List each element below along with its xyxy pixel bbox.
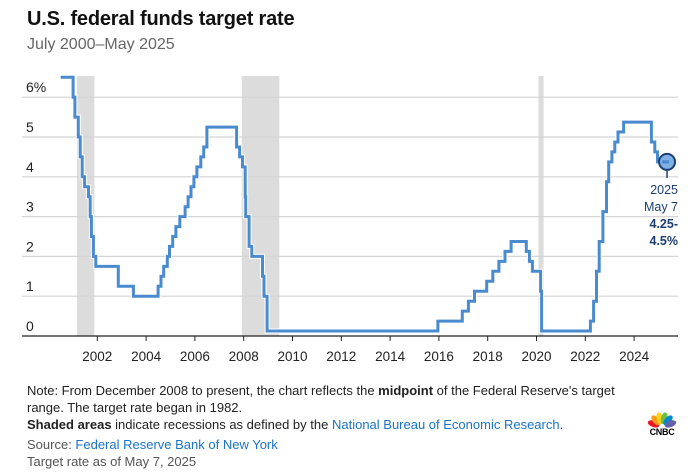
x-tick-label: 2004 [131, 349, 162, 364]
x-tick-label: 2020 [521, 349, 551, 364]
x-tick-label: 2022 [570, 349, 600, 364]
y-tick-label: 4 [26, 159, 34, 175]
source-label: Source: [27, 437, 76, 452]
y-tick-label: 6% [26, 79, 46, 95]
rate-line [60, 75, 667, 333]
as-of-date: Target rate as of May 7, 2025 [27, 454, 197, 469]
x-tick-label: 2018 [473, 349, 503, 364]
current-rate-annotation: 2025 May 7 4.25- 4.5% [644, 183, 678, 248]
note-text: Note: From December 2008 to present, the… [27, 383, 379, 398]
peacock-feather [651, 415, 661, 426]
chart-subtitle: July 2000–May 2025 [27, 36, 175, 53]
y-tick-label: 0 [26, 318, 34, 334]
rate-line-halo [60, 74, 667, 334]
peacock-feather [663, 415, 673, 426]
note-shaded: Shaded areas indicate recessions as defi… [27, 416, 627, 433]
annotation-line: 4.5% [650, 234, 679, 248]
shaded-end: . [559, 417, 564, 432]
x-tick-label: 2006 [180, 349, 210, 364]
x-axis-ticks: 2002 2004 2006 2008 2010 2012 2014 2016 2018 2020… [82, 336, 650, 364]
cnbc-peacock-icon [647, 412, 677, 428]
note-bold-midpoint: midpoint [378, 383, 434, 398]
y-tick-label: 2 [26, 238, 34, 254]
shaded-text: indicate recessions as defined by the [111, 417, 332, 432]
source-line: Source: Federal Reserve Bank of New York [27, 436, 627, 453]
shaded-areas-bold: Shaded areas [27, 417, 112, 432]
x-tick-label: 2002 [82, 349, 112, 364]
cnbc-logo-text: CNBC [649, 427, 675, 437]
rate-chart: 0 1 2 3 4 5 6% 2002 2004 2006 2008 2010 2012 2014 201… [22, 74, 678, 364]
y-tick-label: 3 [26, 199, 34, 215]
y-tick-label: 5 [26, 119, 34, 135]
note-midpoint: Note: From December 2008 to present, the… [27, 382, 627, 416]
x-tick-label: 2024 [619, 349, 650, 364]
x-tick-label: 2016 [424, 349, 454, 364]
y-tick-label: 1 [26, 278, 34, 294]
x-tick-label: 2014 [375, 349, 406, 364]
note-text-suffix: of the Federal Reserve's target range. T… [27, 383, 615, 415]
chart-title: U.S. federal funds target rate [27, 8, 295, 30]
nber-link[interactable]: National Bureau of Economic Research [331, 417, 560, 432]
annotation-line: 4.25- [650, 217, 679, 231]
peacock-feather [664, 420, 677, 428]
recession-band [538, 76, 544, 336]
source-link[interactable]: Federal Reserve Bank of New York [75, 437, 278, 452]
x-tick-label: 2012 [326, 349, 356, 364]
x-tick-label: 2008 [229, 349, 259, 364]
current-rate-marker [658, 152, 677, 178]
annotation-line: 2025 [650, 183, 678, 197]
annotation-line: May 7 [644, 200, 678, 214]
y-axis-labels: 0 1 2 3 4 5 6% [26, 79, 46, 334]
chart-notes: Note: From December 2008 to present, the… [27, 382, 627, 470]
x-tick-label: 2010 [277, 349, 307, 364]
